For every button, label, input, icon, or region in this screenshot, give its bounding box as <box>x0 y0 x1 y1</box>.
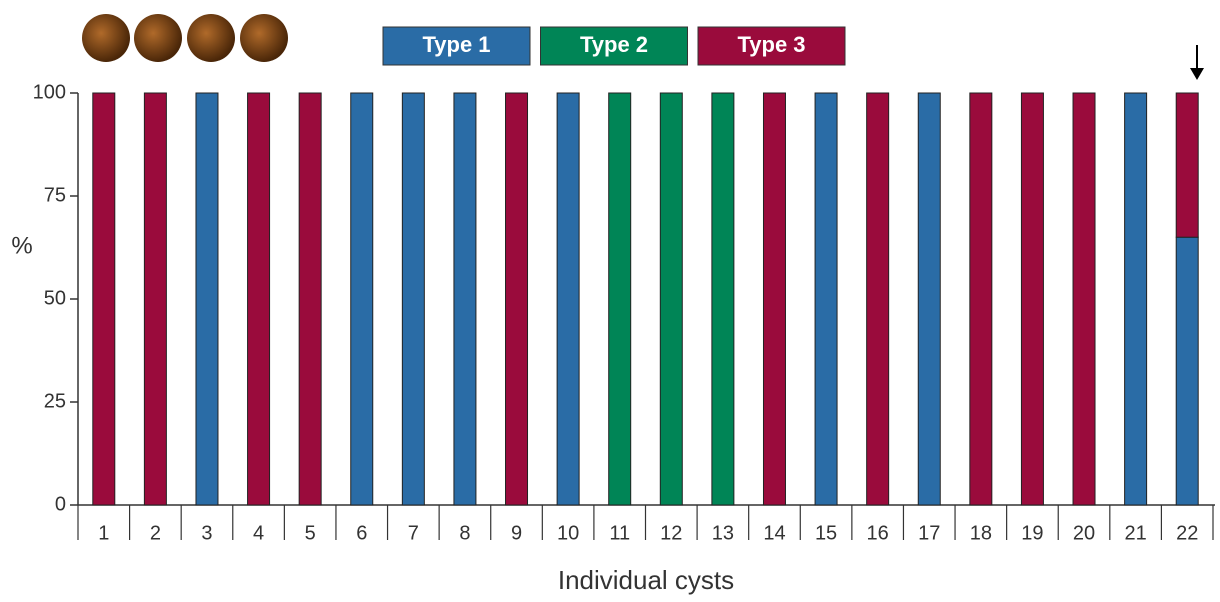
y-tick-label: 25 <box>44 390 66 412</box>
bar-segment <box>195 92 219 506</box>
cyst-icons <box>82 14 288 62</box>
bar-segment <box>453 92 477 506</box>
x-tick-label: 4 <box>253 522 264 544</box>
x-tick-label: 14 <box>763 522 785 544</box>
bar-segment <box>350 92 374 506</box>
x-tick-label: 17 <box>918 522 940 544</box>
x-tick-label: 20 <box>1073 522 1095 544</box>
bar-segment <box>1175 92 1199 238</box>
y-tick-label: 75 <box>44 184 66 206</box>
x-tick-label: 13 <box>712 522 734 544</box>
bar-segment <box>92 92 116 506</box>
x-tick-label: 15 <box>815 522 837 544</box>
bar-segment <box>762 92 786 506</box>
x-tick-label: 22 <box>1176 522 1198 544</box>
bar-segment <box>298 92 322 506</box>
x-tick-label: 16 <box>867 522 889 544</box>
x-tick-label: 3 <box>201 522 212 544</box>
x-tick-label: 21 <box>1124 522 1146 544</box>
x-tick-label: 8 <box>459 522 470 544</box>
bar-segment <box>659 92 683 506</box>
x-tick-label: 2 <box>150 522 161 544</box>
x-tick-label: 9 <box>511 522 522 544</box>
legend-swatch <box>697 26 846 66</box>
y-axis-label: % <box>11 232 32 259</box>
x-axis-label: Individual cysts <box>558 565 734 595</box>
x-tick-label: 18 <box>970 522 992 544</box>
bar-segment <box>969 92 993 506</box>
bar-segment <box>711 92 735 506</box>
x-tick-label: 11 <box>609 522 630 544</box>
bar-segment <box>917 92 941 506</box>
bar-segment <box>1175 236 1199 506</box>
bar-segment <box>1124 92 1148 506</box>
bar-segment <box>1072 92 1096 506</box>
bar-segment <box>401 92 425 506</box>
arrow <box>1190 45 1204 80</box>
bar-segment <box>1020 92 1044 506</box>
bar-segment <box>556 92 580 506</box>
bar-segment <box>608 92 632 506</box>
y-tick-label: 100 <box>33 81 66 103</box>
x-tick-label: 12 <box>660 522 682 544</box>
bar-segment <box>866 92 890 506</box>
x-tick-label: 10 <box>557 522 579 544</box>
x-tick-label: 19 <box>1021 522 1043 544</box>
legend-swatch <box>540 26 688 66</box>
x-tick-label: 6 <box>356 522 367 544</box>
legend-label: Type 1 <box>422 32 490 57</box>
bar-segment <box>247 92 271 506</box>
bar-segment <box>814 92 838 506</box>
legend-label: Type 2 <box>580 32 648 57</box>
x-tick-label: 5 <box>305 522 316 544</box>
y-tick-label: 0 <box>55 493 66 515</box>
legend-swatch <box>382 26 531 66</box>
x-tick-label: 1 <box>98 522 109 544</box>
legend-label: Type 3 <box>737 32 805 57</box>
bar-segment <box>143 92 167 506</box>
y-tick-label: 50 <box>44 287 66 309</box>
bar-segment <box>505 92 529 506</box>
x-tick-label: 7 <box>408 522 419 544</box>
